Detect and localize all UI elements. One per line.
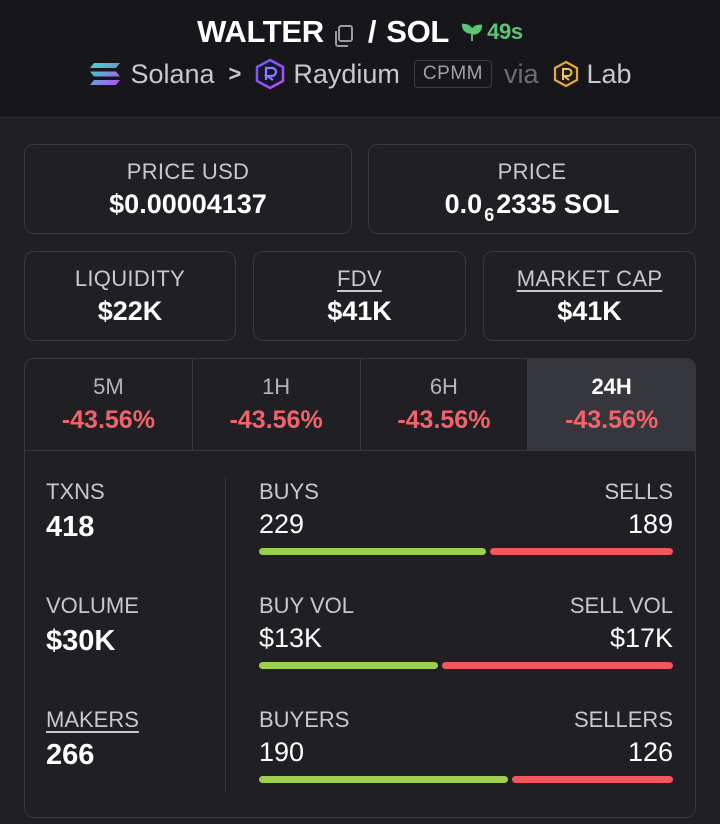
volume-bar	[259, 662, 673, 669]
age-value: 49s	[487, 19, 523, 44]
tab-label: 6H	[429, 374, 458, 399]
tab-label: 1H	[262, 374, 291, 399]
buyers-bar	[259, 776, 508, 783]
solana-icon	[90, 63, 121, 85]
sellers-value: 126	[627, 737, 673, 767]
timeframe-tabs: 5M -43.56% 1H -43.56% 6H -43.56% 24H -43…	[25, 359, 695, 451]
buyers-label: BUYERS	[259, 707, 350, 732]
buy-vol-value: $13K	[259, 623, 323, 653]
sell-vol-value: $17K	[609, 623, 673, 653]
sells-bar	[489, 548, 673, 555]
sells-value: 189	[627, 509, 673, 539]
sells-label: SELLS	[604, 479, 674, 504]
launchpad-icon	[553, 60, 578, 88]
fdv-label[interactable]: FDV	[337, 265, 382, 291]
pair-title: WALTER / SOL 49s	[0, 14, 720, 50]
fdv-card: FDV $41K	[253, 251, 466, 341]
tab-5m[interactable]: 5M -43.56%	[25, 359, 193, 450]
price-change: -43.56%	[229, 406, 323, 434]
pair-separator: /	[367, 14, 377, 49]
sell-vol-bar	[442, 662, 673, 669]
price-native-unit: SOL	[563, 188, 620, 219]
price-native-digits: 2335	[496, 188, 557, 219]
breadcrumb: Solana > Raydium CPMM via Lab	[0, 58, 720, 90]
price-usd-value: $0.00004137	[109, 188, 267, 219]
txns-value: 418	[46, 511, 95, 543]
liquidity-card: LIQUIDITY $22K	[24, 251, 236, 341]
stats-body: TXNS 418 VOLUME $30K MAKERS 266 BUYS SEL…	[25, 451, 695, 817]
raydium-icon	[256, 58, 285, 90]
buyers-sellers: BUYERS SELLERS 190 126	[259, 707, 673, 783]
sprout-icon	[461, 23, 483, 42]
via-label: via	[503, 58, 539, 89]
buys-label: BUYS	[259, 479, 319, 504]
quote-symbol: SOL	[386, 14, 450, 49]
launchpad-link[interactable]: Lab	[586, 58, 632, 89]
market-cap-card: MARKET CAP $41K	[483, 251, 696, 341]
volume-label: VOLUME	[46, 593, 139, 618]
volume-stat: VOLUME $30K	[46, 593, 139, 658]
txns-stat: TXNS 418	[46, 479, 105, 544]
pair-header: WALTER / SOL 49s Solana > Raydium	[0, 0, 720, 118]
tab-1h[interactable]: 1H -43.56%	[193, 359, 361, 450]
buys-sells-bar	[259, 548, 673, 555]
price-native-zero-count: 6	[484, 204, 495, 225]
chain-link[interactable]: Solana	[130, 58, 215, 89]
liquidity-value: $22K	[97, 295, 163, 326]
buyers-value: 190	[259, 737, 305, 767]
divider	[225, 477, 226, 793]
fdv-value: $41K	[327, 295, 392, 326]
dex-link[interactable]: Raydium	[293, 58, 400, 89]
pool-type-badge: CPMM	[413, 60, 492, 88]
pair-age: 49s	[461, 19, 523, 45]
makers-value: 266	[46, 739, 95, 771]
market-cap-value: $41K	[557, 295, 622, 326]
makers-label[interactable]: MAKERS	[46, 707, 139, 732]
price-native-label: PRICE	[497, 158, 567, 184]
price-native-value: 0.0 62335 SOL	[444, 188, 620, 225]
tab-label: 24H	[591, 374, 632, 399]
tab-24h[interactable]: 24H -43.56%	[528, 359, 695, 450]
buys-bar	[259, 548, 486, 555]
buy-vol-label: BUY VOL	[259, 593, 354, 618]
tab-label: 5M	[93, 374, 124, 399]
buy-sell-volume: BUY VOL SELL VOL $13K $17K	[259, 593, 673, 669]
makers-stat: MAKERS 266	[46, 707, 139, 772]
buys-sells: BUYS SELLS 229 189	[259, 479, 673, 555]
stats-panel: 5M -43.56% 1H -43.56% 6H -43.56% 24H -43…	[24, 358, 696, 818]
buyers-bar-track	[259, 776, 673, 783]
price-native-prefix: 0.0	[444, 188, 483, 219]
market-cap-label[interactable]: MARKET CAP	[516, 265, 663, 291]
price-change: -43.56%	[565, 406, 659, 434]
tab-6h[interactable]: 6H -43.56%	[361, 359, 529, 450]
price-change: -43.56%	[61, 406, 155, 434]
sellers-bar	[511, 776, 673, 783]
price-change: -43.56%	[397, 406, 491, 434]
sellers-label: SELLERS	[573, 707, 673, 732]
token-symbol[interactable]: WALTER	[197, 14, 324, 49]
sell-vol-label: SELL VOL	[569, 593, 673, 618]
buys-value: 229	[259, 509, 305, 539]
price-usd-label: PRICE USD	[126, 158, 250, 184]
price-native-card: PRICE 0.0 62335 SOL	[368, 144, 696, 234]
liquidity-label: LIQUIDITY	[74, 265, 186, 291]
price-usd-card: PRICE USD $0.00004137	[24, 144, 352, 234]
copy-icon[interactable]	[332, 20, 354, 47]
txns-label: TXNS	[46, 479, 105, 504]
volume-value: $30K	[46, 625, 116, 657]
chevron-right-icon: >	[228, 61, 242, 86]
buy-vol-bar	[259, 662, 439, 669]
